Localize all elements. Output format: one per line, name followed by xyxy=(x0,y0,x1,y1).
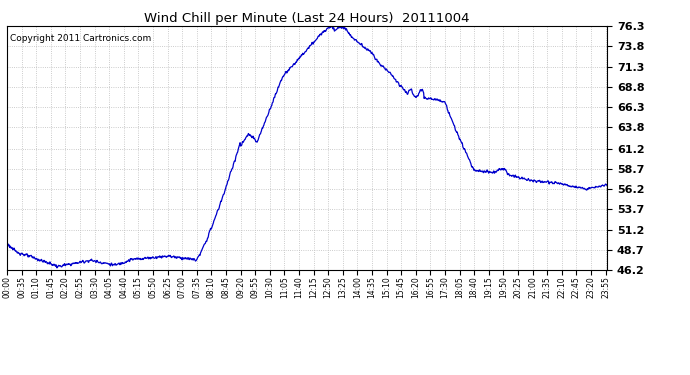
Text: Copyright 2011 Cartronics.com: Copyright 2011 Cartronics.com xyxy=(10,34,151,43)
Title: Wind Chill per Minute (Last 24 Hours)  20111004: Wind Chill per Minute (Last 24 Hours) 20… xyxy=(144,12,470,25)
